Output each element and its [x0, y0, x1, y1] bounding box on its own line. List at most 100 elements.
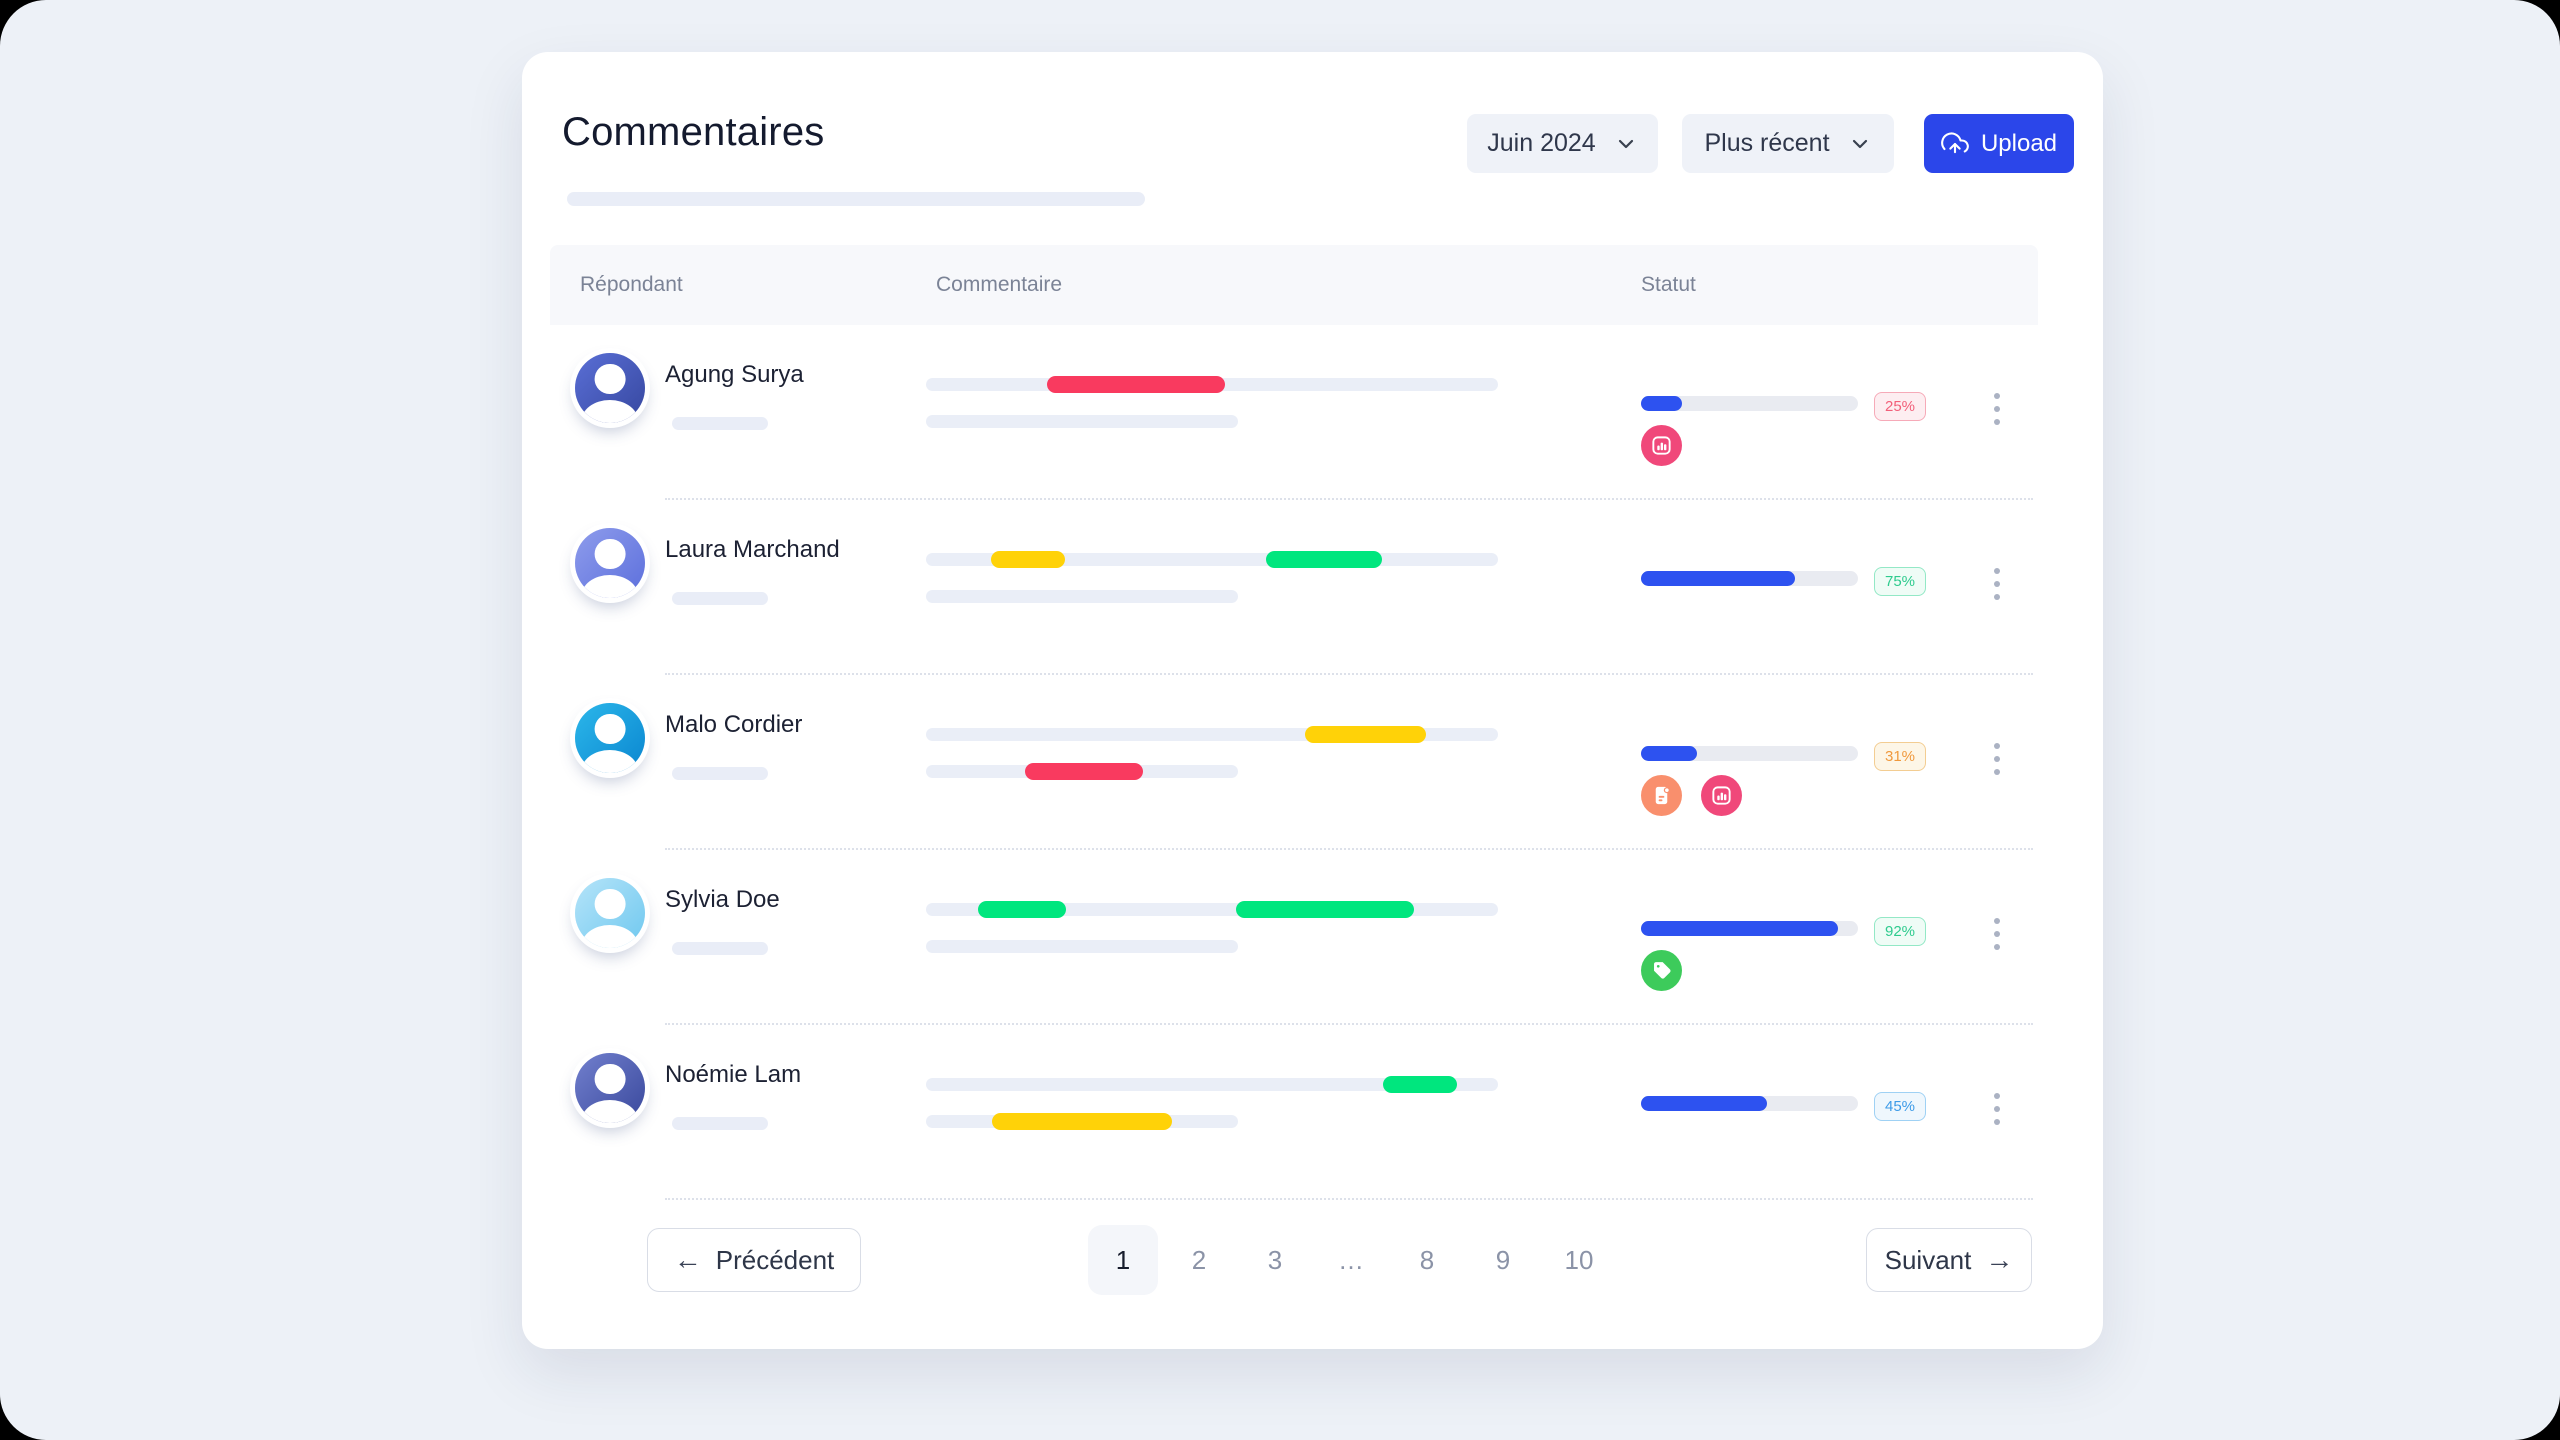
previous-page-label: Précédent: [715, 1244, 835, 1275]
comment-highlight-segment: [1236, 901, 1414, 918]
avatar-person-icon: [594, 1063, 626, 1095]
comment-skeleton: [550, 850, 2038, 1025]
row-separator: [665, 1023, 2033, 1025]
pagination-page-10[interactable]: 10: [1564, 1245, 1594, 1275]
progress-bar-fill: [1641, 1096, 1767, 1111]
previous-page-button[interactable]: ← Précédent: [647, 1228, 861, 1292]
progress-badge: 31%: [1874, 742, 1926, 771]
next-page-button[interactable]: Suivant →: [1866, 1228, 2032, 1292]
subtitle-skeleton: [567, 192, 1145, 206]
respondent-meta-skeleton: [672, 592, 768, 605]
progress-badge: 92%: [1874, 917, 1926, 946]
chevron-down-icon: [1848, 132, 1872, 156]
kebab-menu-icon[interactable]: [1990, 389, 2004, 429]
kebab-menu-icon[interactable]: [1990, 1089, 2004, 1129]
progress-badge: 25%: [1874, 392, 1926, 421]
respondent-name: Laura Marchand: [665, 536, 840, 563]
toolbar: Juin 2024 Plus récent Upload: [1467, 114, 2074, 173]
pagination-page-1[interactable]: 1: [1088, 1225, 1158, 1295]
table-row: Laura Marchand 75%: [550, 500, 2038, 675]
sort-filter-dropdown[interactable]: Plus récent: [1682, 114, 1894, 173]
comment-line-skeleton: [926, 551, 1498, 568]
comment-highlight-segment: [992, 1113, 1172, 1130]
comment-line-skeleton: [926, 1113, 1238, 1130]
cloud-upload-icon: [1941, 130, 1969, 158]
pagination-ellipsis: …: [1338, 1245, 1364, 1275]
respondent-name: Agung Surya: [665, 361, 804, 388]
avatar-person-icon: [594, 888, 626, 920]
respondent-meta-skeleton: [672, 417, 768, 430]
avatar: [575, 528, 645, 598]
kebab-menu-icon[interactable]: [1990, 564, 2004, 604]
progress-bar: [1641, 746, 1858, 761]
attachment-icons: [1641, 425, 1682, 466]
bar-chart-icon[interactable]: [1701, 775, 1742, 816]
avatar: [575, 878, 645, 948]
avatar: [575, 353, 645, 423]
arrow-right-icon: →: [1985, 1244, 2014, 1275]
pagination-pages: 1 2 3 … 8 9 10: [1088, 1225, 1614, 1295]
progress-bar-fill: [1641, 396, 1683, 411]
respondent-meta-skeleton: [672, 767, 768, 780]
comment-highlight-segment: [1383, 1076, 1457, 1093]
upload-button-label: Upload: [1980, 129, 2058, 157]
comment-highlight-segment: [1266, 551, 1382, 568]
bar-chart-icon[interactable]: [1641, 425, 1682, 466]
sort-filter-label: Plus récent: [1704, 129, 1830, 157]
progress-bar-fill: [1641, 746, 1698, 761]
respondent-name: Malo Cordier: [665, 711, 803, 738]
column-header-comment: Commentaire: [936, 273, 1063, 296]
respondent-name: Noémie Lam: [665, 1061, 802, 1088]
progress-bar: [1641, 921, 1858, 936]
month-filter-label: Juin 2024: [1487, 129, 1596, 157]
comment-highlight-segment: [1305, 726, 1426, 743]
progress-bar-fill: [1641, 921, 1839, 936]
upload-button[interactable]: Upload: [1924, 114, 2074, 173]
pagination-page-2[interactable]: 2: [1191, 1245, 1207, 1275]
comment-line-skeleton: [926, 415, 1238, 428]
arrow-left-icon: ←: [673, 1244, 702, 1275]
comment-skeleton: [550, 500, 2038, 675]
respondent-meta-skeleton: [672, 1117, 768, 1130]
pagination-page-3[interactable]: 3: [1267, 1245, 1283, 1275]
avatar-person-icon: [594, 538, 626, 570]
avatar: [575, 703, 645, 773]
comment-line-skeleton: [926, 763, 1238, 780]
comment-line-skeleton: [926, 590, 1238, 603]
row-separator: [665, 673, 2033, 675]
progress-badge: 75%: [1874, 567, 1926, 596]
next-page-label: Suivant: [1884, 1244, 1972, 1275]
progress-bar: [1641, 396, 1858, 411]
attachment-icons: [1641, 950, 1682, 991]
table-row: Sylvia Doe 92%: [550, 850, 2038, 1025]
pagination-page-9[interactable]: 9: [1495, 1245, 1511, 1275]
row-separator: [665, 848, 2033, 850]
kebab-menu-icon[interactable]: [1990, 739, 2004, 779]
kebab-menu-icon[interactable]: [1990, 914, 2004, 954]
chevron-down-icon: [1614, 132, 1638, 156]
respondent-meta-skeleton: [672, 942, 768, 955]
comment-highlight-segment: [1025, 763, 1143, 780]
month-filter-dropdown[interactable]: Juin 2024: [1467, 114, 1658, 173]
tag-icon[interactable]: [1641, 950, 1682, 991]
avatar-person-icon: [594, 713, 626, 745]
progress-badge: 45%: [1874, 1092, 1926, 1121]
comments-card: Commentaires Juin 2024 Plus récent Uploa…: [522, 52, 2103, 1349]
comment-skeleton: [550, 325, 2038, 500]
comment-highlight-segment: [991, 551, 1065, 568]
comment-line-skeleton: [926, 901, 1498, 918]
pagination-page-8[interactable]: 8: [1419, 1245, 1435, 1275]
row-separator: [665, 498, 2033, 500]
comment-line-skeleton: [926, 376, 1498, 393]
comment-skeleton: [550, 675, 2038, 850]
progress-bar-fill: [1641, 571, 1796, 586]
attachment-icons: [1641, 775, 1742, 816]
column-header-respondent: Répondant: [580, 273, 683, 296]
file-icon[interactable]: [1641, 775, 1682, 816]
comment-skeleton: [550, 1025, 2038, 1200]
comment-line-skeleton: [926, 1076, 1498, 1093]
table-header: Répondant Commentaire Statut: [550, 245, 2038, 325]
respondent-name: Sylvia Doe: [665, 886, 780, 913]
avatar-person-icon: [594, 363, 626, 395]
